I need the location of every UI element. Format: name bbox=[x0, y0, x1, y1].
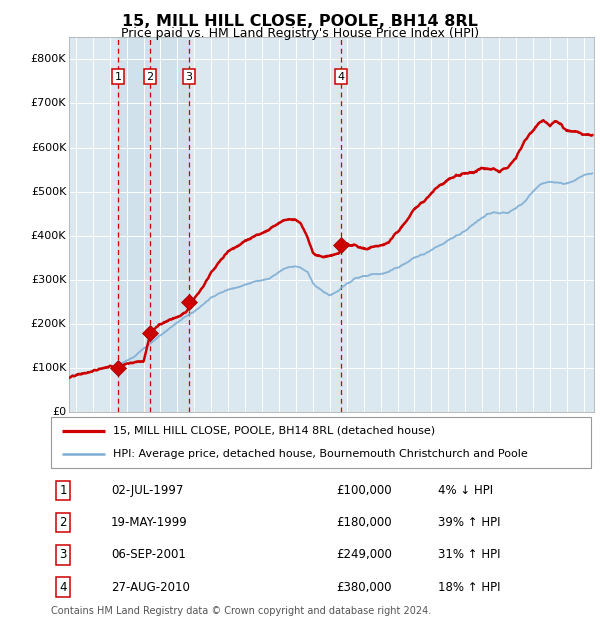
Bar bbox=[118, 37, 189, 412]
Text: 1: 1 bbox=[59, 484, 67, 497]
Text: 06-SEP-2001: 06-SEP-2001 bbox=[111, 549, 186, 561]
Text: 02-JUL-1997: 02-JUL-1997 bbox=[111, 484, 184, 497]
Text: 18% ↑ HPI: 18% ↑ HPI bbox=[438, 581, 500, 593]
Text: 4: 4 bbox=[59, 581, 67, 593]
Text: £249,000: £249,000 bbox=[336, 549, 392, 561]
Text: 15, MILL HILL CLOSE, POOLE, BH14 8RL: 15, MILL HILL CLOSE, POOLE, BH14 8RL bbox=[122, 14, 478, 29]
Text: 4% ↓ HPI: 4% ↓ HPI bbox=[438, 484, 493, 497]
Text: £100,000: £100,000 bbox=[336, 484, 392, 497]
Text: Price paid vs. HM Land Registry's House Price Index (HPI): Price paid vs. HM Land Registry's House … bbox=[121, 27, 479, 40]
Text: 2: 2 bbox=[59, 516, 67, 529]
Text: HPI: Average price, detached house, Bournemouth Christchurch and Poole: HPI: Average price, detached house, Bour… bbox=[113, 450, 528, 459]
Text: 39% ↑ HPI: 39% ↑ HPI bbox=[438, 516, 500, 529]
Text: 27-AUG-2010: 27-AUG-2010 bbox=[111, 581, 190, 593]
Text: Contains HM Land Registry data © Crown copyright and database right 2024.: Contains HM Land Registry data © Crown c… bbox=[51, 606, 431, 616]
Text: 31% ↑ HPI: 31% ↑ HPI bbox=[438, 549, 500, 561]
Text: 19-MAY-1999: 19-MAY-1999 bbox=[111, 516, 188, 529]
Text: 3: 3 bbox=[59, 549, 67, 561]
Text: 4: 4 bbox=[337, 72, 344, 82]
Text: 3: 3 bbox=[185, 72, 193, 82]
Text: 2: 2 bbox=[146, 72, 154, 82]
FancyBboxPatch shape bbox=[51, 417, 591, 468]
Text: £380,000: £380,000 bbox=[336, 581, 392, 593]
Text: 15, MILL HILL CLOSE, POOLE, BH14 8RL (detached house): 15, MILL HILL CLOSE, POOLE, BH14 8RL (de… bbox=[113, 426, 435, 436]
Text: £180,000: £180,000 bbox=[336, 516, 392, 529]
Text: 1: 1 bbox=[115, 72, 122, 82]
